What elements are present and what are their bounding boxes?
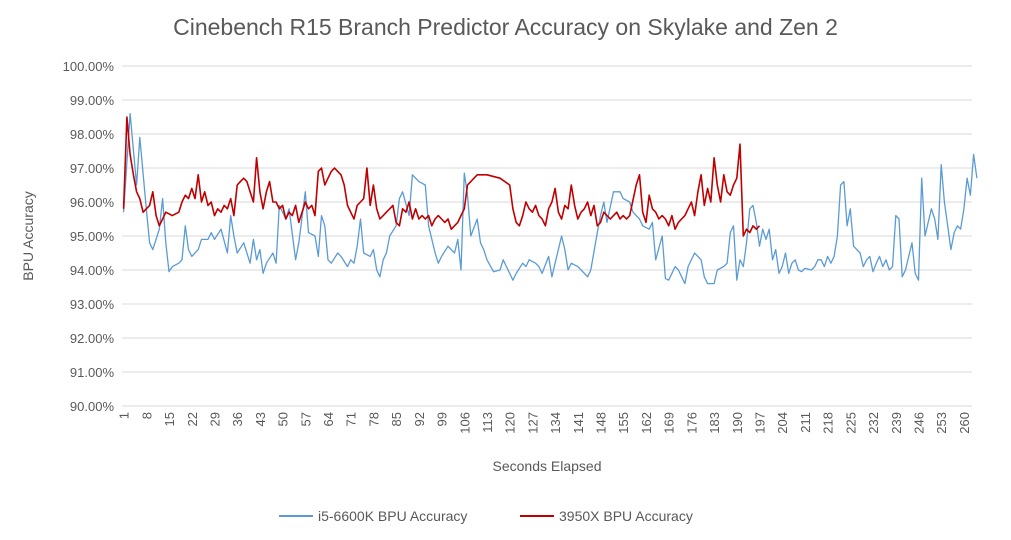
gridlines [122, 65, 972, 407]
x-tick-label: 57 [298, 412, 313, 426]
y-tick-label: 91.00% [70, 365, 115, 380]
x-tick-label: 8 [139, 412, 154, 419]
x-tick-labels: 1 8 15 22 29 36 43 50 57 64 71 78 85 92 99 106 113 120 127… [117, 412, 972, 434]
x-tick-label: 211 [798, 412, 813, 433]
x-tick-label: 106 [457, 412, 472, 434]
y-tick-label: 90.00% [70, 399, 115, 414]
x-tick-label: 239 [889, 412, 904, 434]
x-tick-label: 78 [366, 412, 381, 426]
legend: i5-6600K BPU Accuracy 3950X BPU Accuracy [279, 508, 693, 524]
x-tick-label: 232 [866, 412, 881, 434]
x-tick-label: 225 [843, 412, 858, 434]
x-tick-label: 141 [571, 412, 586, 434]
y-tick-label: 95.00% [70, 229, 115, 244]
x-tick-label: 155 [616, 412, 631, 434]
x-tick-label: 64 [321, 412, 336, 426]
x-tick-label: 134 [548, 412, 563, 434]
x-tick-label: 29 [207, 412, 222, 426]
y-tick-label: 93.00% [70, 297, 115, 312]
legend-label: 3950X BPU Accuracy [559, 508, 693, 524]
x-tick-label: 85 [389, 412, 404, 426]
series-line-3950x [122, 116, 761, 237]
x-tick-label: 36 [230, 412, 245, 426]
y-axis-title: BPU Accuracy [20, 191, 36, 280]
y-tick-label: 100.00% [63, 59, 115, 74]
x-tick-label: 99 [435, 412, 450, 426]
x-tick-label: 204 [775, 412, 790, 434]
x-tick-label: 218 [821, 412, 836, 434]
x-tick-label: 120 [503, 412, 518, 434]
x-tick-label: 169 [662, 412, 677, 434]
y-tick-label: 94.00% [70, 263, 115, 278]
legend-label: i5-6600K BPU Accuracy [318, 508, 467, 524]
series-line-i5-6600k [122, 112, 978, 285]
legend-item: 3950X BPU Accuracy [520, 508, 693, 524]
x-tick-label: 127 [525, 412, 540, 434]
x-tick-label: 246 [911, 412, 926, 434]
chart-title: Cinebench R15 Branch Predictor Accuracy … [173, 14, 838, 40]
x-tick-label: 43 [253, 412, 268, 426]
y-tick-label: 99.00% [70, 93, 115, 108]
x-tick-label: 22 [185, 412, 200, 426]
x-tick-label: 113 [480, 412, 495, 433]
x-tick-label: 92 [412, 412, 427, 426]
x-tick-label: 197 [753, 412, 768, 434]
x-tick-label: 71 [344, 412, 359, 426]
x-tick-label: 253 [934, 412, 949, 434]
x-tick-label: 50 [276, 412, 291, 426]
x-tick-label: 260 [957, 412, 972, 434]
x-tick-label: 162 [639, 412, 654, 434]
y-tick-label: 97.00% [70, 161, 115, 176]
x-tick-label: 176 [684, 412, 699, 434]
x-tick-label: 15 [162, 412, 177, 426]
x-tick-label: 183 [707, 412, 722, 434]
x-axis-title: Seconds Elapsed [493, 458, 602, 474]
x-tick-label: 190 [730, 412, 745, 434]
y-tick-label: 98.00% [70, 127, 115, 142]
legend-item: i5-6600K BPU Accuracy [279, 508, 467, 524]
series-lines [122, 112, 978, 285]
y-tick-label: 92.00% [70, 331, 115, 346]
x-tick-label: 148 [594, 412, 609, 434]
x-tick-label: 1 [117, 412, 132, 419]
y-tick-labels: 90.00% 91.00% 92.00% 93.00% 94.00% 95.00% 96.0… [63, 59, 115, 414]
y-tick-label: 96.00% [70, 195, 115, 210]
